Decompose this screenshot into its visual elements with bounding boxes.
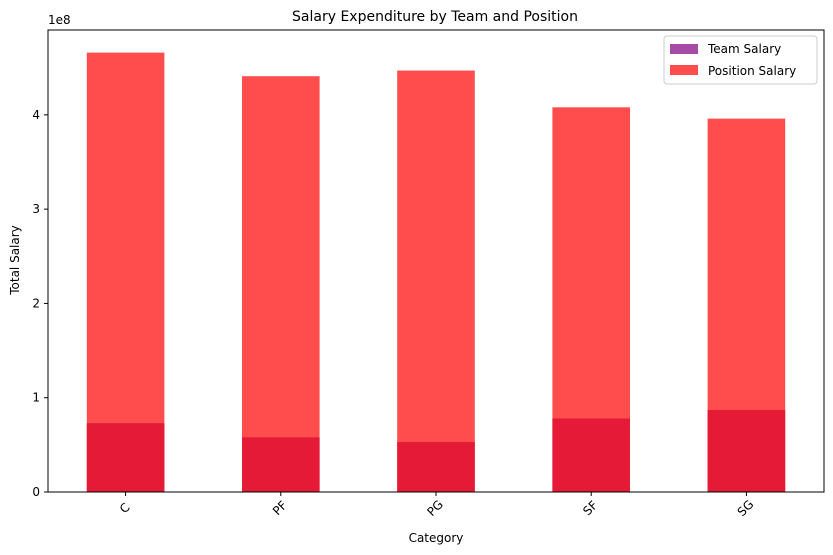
legend: Team Salary Position Salary — [663, 35, 818, 85]
bar-position-salary-pf — [242, 76, 320, 492]
bars-group — [86, 52, 786, 493]
chart-title: Salary Expenditure by Team and Position — [292, 9, 578, 25]
bar-team-salary-pf — [242, 437, 320, 492]
x-tick-label-pg: PG — [424, 497, 446, 519]
y-tick-label-3: 3 — [32, 202, 40, 216]
legend-label-position-salary: Position Salary — [708, 64, 796, 78]
x-tick-label-sf: SF — [580, 498, 600, 518]
legend-box — [663, 35, 818, 85]
y-ticks-group: 0 1 2 3 4 — [32, 108, 48, 499]
x-ticks-group: C PF PG SF SG — [117, 492, 757, 519]
bar-position-salary-c — [86, 52, 165, 492]
y-tick-label-0: 0 — [32, 485, 40, 499]
y-tick-label-2: 2 — [32, 296, 40, 310]
y-axis-label: Total Salary — [8, 225, 22, 296]
bar-team-salary-pg — [397, 442, 475, 492]
x-tick-label-sg: SG — [735, 497, 757, 519]
legend-label-team-salary: Team Salary — [707, 42, 781, 56]
x-tick-label-c: C — [117, 500, 133, 516]
bar-position-salary-pg — [397, 70, 475, 493]
y-tick-label-4: 4 — [32, 108, 40, 122]
legend-swatch-team-salary — [670, 44, 698, 54]
y-offset-label: 1e8 — [48, 13, 71, 27]
bar-team-salary-sf — [552, 418, 630, 492]
bar-team-salary-c — [86, 423, 165, 492]
x-tick-label-pf: PF — [270, 498, 290, 518]
y-tick-label-1: 1 — [32, 391, 40, 405]
x-axis-label: Category — [409, 531, 464, 545]
bar-team-salary-sg — [707, 409, 786, 492]
plot-frame — [47, 29, 825, 493]
legend-swatch-position-salary — [670, 65, 698, 75]
